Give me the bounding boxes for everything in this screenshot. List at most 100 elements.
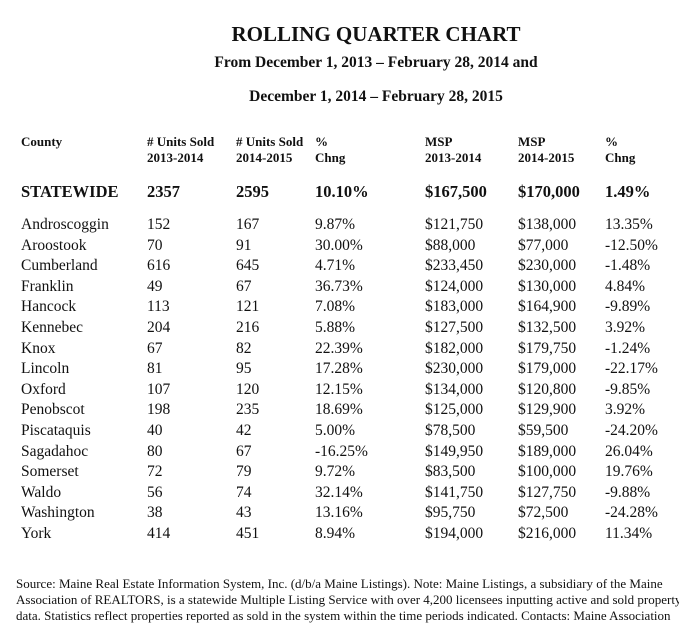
- table-cell: -9.88%: [605, 483, 651, 501]
- table-cell: 82: [236, 339, 252, 357]
- table-row: Cumberland 616 645 4.71% $233,450 $230,000 -1.…: [0, 257, 679, 277]
- table-cell: $230,000: [518, 257, 577, 275]
- column-header-line: %: [605, 134, 618, 149]
- table-row: Kennebec 204 216 5.88% $127,500 $132,500 3.92%: [0, 319, 679, 339]
- table-cell: 216: [236, 319, 260, 336]
- table-row: Sagadahoc 80 67 -16.25% $149,950 $189,000 26.0…: [0, 443, 679, 463]
- column-header-line: MSP: [518, 134, 546, 149]
- county-name: Piscataquis: [21, 422, 91, 439]
- table-row: Lincoln 81 95 17.28% $230,000 $179,000 -22.17%: [0, 360, 679, 380]
- table-cell: 91: [236, 236, 252, 254]
- county-name: STATEWIDE: [21, 182, 119, 201]
- table-cell: 7.08%: [315, 298, 356, 316]
- table-row: Aroostook 70 91 30.00% $88,000 $77,000 -12.50%: [0, 237, 679, 257]
- table-cell: $77,000: [518, 236, 569, 254]
- table-cell: $233,450: [425, 257, 484, 275]
- table-cell: $182,000: [425, 339, 484, 357]
- table-row: Hancock 113 121 7.08% $183,000 $164,900 -9.89%: [0, 298, 679, 318]
- table-cell: 5.88%: [315, 319, 356, 336]
- table-cell: 72: [147, 463, 163, 481]
- table-cell: $132,500: [518, 319, 577, 336]
- page-title: ROLLING QUARTER CHART: [231, 22, 521, 46]
- county-name: Hancock: [21, 298, 77, 316]
- table-cell: $230,000: [425, 360, 484, 378]
- table-cell: -9.85%: [605, 380, 651, 398]
- table-cell: 645: [236, 257, 260, 275]
- table-cell: 235: [236, 401, 260, 419]
- county-name: Penobscot: [21, 401, 85, 419]
- table-cell: 79: [236, 463, 252, 481]
- table-cell: 113: [147, 298, 170, 316]
- column-header: MSP 2014-2015: [518, 134, 574, 166]
- table-cell: 10.10%: [315, 182, 369, 201]
- column-header-line: Chng: [605, 150, 636, 165]
- table-cell: 3.92%: [605, 319, 646, 336]
- table-cell: 80: [147, 442, 163, 460]
- table-cell: 67: [236, 442, 252, 460]
- table-cell: $124,000: [425, 277, 484, 295]
- table-cell: -1.24%: [605, 339, 651, 357]
- column-header-line: 2014-2015: [518, 150, 575, 165]
- table-cell: $88,000: [425, 236, 476, 254]
- table-cell: 152: [147, 216, 171, 233]
- table-cell: $83,500: [425, 463, 476, 481]
- table-cell: 38: [147, 504, 163, 522]
- table-cell: 67: [147, 339, 163, 357]
- table-cell: $95,750: [425, 504, 476, 522]
- county-name: Washington: [21, 504, 95, 522]
- table-cell: $179,750: [518, 339, 577, 357]
- table-cell: $141,750: [425, 483, 484, 501]
- table-cell: -22.17%: [605, 360, 658, 378]
- table-cell: 43: [236, 504, 252, 522]
- footnote-line: data. Statistics reflect properties repo…: [16, 608, 671, 623]
- table-cell: 4.71%: [315, 257, 356, 275]
- table-row: Somerset 72 79 9.72% $83,500 $100,000 19.76%: [0, 463, 679, 483]
- table-row: Washington 38 43 13.16% $95,750 $72,500 -24.28…: [0, 504, 679, 524]
- table-cell: 26.04%: [605, 442, 653, 460]
- table-cell: -12.50%: [605, 236, 658, 254]
- table-cell: $149,950: [425, 442, 484, 460]
- table-row: Knox 67 82 22.39% $182,000 $179,750 -1.24%: [0, 340, 679, 360]
- county-name: Aroostook: [21, 236, 87, 254]
- table-cell: 2357: [147, 182, 180, 201]
- table-cell: 19.76%: [605, 463, 653, 481]
- county-name: Franklin: [21, 277, 74, 295]
- column-header: # Units Sold 2014-2015: [236, 134, 303, 166]
- column-header-line: 2014-2015: [236, 150, 293, 165]
- table-cell: $72,500: [518, 504, 569, 522]
- footnote-line: Source: Maine Real Estate Information Sy…: [16, 576, 663, 591]
- table-cell: $100,000: [518, 463, 577, 481]
- table-cell: 67: [236, 277, 252, 295]
- table-cell: 198: [147, 401, 171, 419]
- table-cell: $129,900: [518, 401, 577, 419]
- table-cell: 121: [236, 298, 260, 316]
- column-header: County: [21, 134, 62, 150]
- table-cell: -9.89%: [605, 298, 651, 316]
- table-cell: $120,800: [518, 380, 577, 398]
- county-name: Lincoln: [21, 360, 70, 378]
- table-cell: $127,500: [425, 319, 484, 336]
- table-cell: 8.94%: [315, 525, 356, 542]
- table-cell: 451: [236, 525, 260, 542]
- table-cell: $125,000: [425, 401, 484, 419]
- county-name: Androscoggin: [21, 216, 109, 233]
- column-header: # Units Sold 2013-2014: [147, 134, 214, 166]
- column-header: MSP 2013-2014: [425, 134, 481, 166]
- column-header: % Chng: [315, 134, 345, 166]
- county-name: Kennebec: [21, 319, 83, 336]
- county-name: Knox: [21, 339, 56, 357]
- table-cell: $134,000: [425, 380, 484, 398]
- table-cell: 56: [147, 483, 163, 501]
- table-cell: 3.92%: [605, 401, 646, 419]
- table-cell: -16.25%: [315, 442, 368, 460]
- table-cell: $167,500: [425, 182, 487, 201]
- footnote-line: Association of REALTORS, is a statewide …: [16, 592, 679, 607]
- table-cell: 81: [147, 360, 163, 378]
- table-cell: 9.72%: [315, 463, 356, 481]
- county-name: Somerset: [21, 463, 79, 481]
- table-cell: 107: [147, 380, 171, 398]
- county-name: Sagadahoc: [21, 442, 89, 460]
- table-row: Androscoggin 152 167 9.87% $121,750 $138,000 1…: [0, 216, 679, 236]
- table-row: Franklin 49 67 36.73% $124,000 $130,000 4.84%: [0, 278, 679, 298]
- table-cell: 414: [147, 525, 171, 542]
